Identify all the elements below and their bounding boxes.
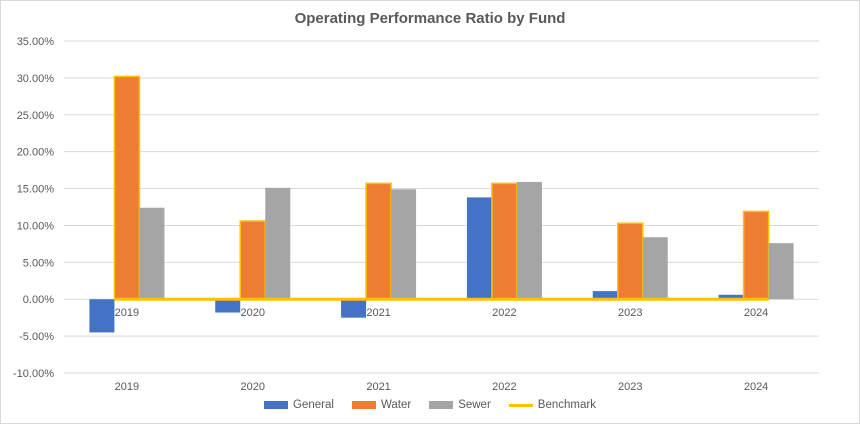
legend-label: Water [380,399,412,411]
y-tick-label: -5.00% [19,331,54,343]
bar-general-2021 [341,299,367,318]
bar-water-2024 [742,210,770,300]
bar-general-2019 [89,299,115,333]
legend-label: Sewer [458,399,491,411]
category-label-inner: 2023 [618,307,642,319]
bar-general-2024 [718,294,744,300]
bar-water-2020 [239,220,266,300]
legend-label: Benchmark [537,399,596,411]
legend-item-benchmark: Benchmark [508,399,596,411]
legend-label: General [293,399,334,411]
category-label-inner: 2021 [366,307,390,319]
y-tick-label: 0.00% [23,294,54,306]
y-tick-label: 30.00% [17,73,55,85]
y-tick-label: 10.00% [17,220,55,232]
legend-swatch [264,401,289,409]
bar-sewer-2024 [768,243,794,300]
legend-item-sewer: Sewer [429,399,491,411]
bar-sewer-2020 [265,187,291,300]
bar-general-2022 [466,197,492,300]
legend-swatch [351,401,376,409]
bar-water-2019 [113,75,141,300]
x-tick-label: 2021 [366,381,390,393]
bar-water-2021 [365,182,392,300]
bar-water-2022 [491,182,518,300]
bar-sewer-2022 [516,181,542,300]
bar-general-2023 [592,291,618,300]
bar-general-2020 [215,299,241,313]
category-label-inner: 2020 [241,307,265,319]
legend-swatch [508,403,533,407]
y-tick-label: -10.00% [13,368,54,380]
bar-sewer-2023 [642,237,668,300]
legend-item-water: Water [351,399,412,411]
category-label-inner: 2024 [744,307,768,319]
y-tick-label: 25.00% [17,110,55,122]
x-tick-label: 2024 [744,381,768,393]
x-tick-label: 2020 [241,381,265,393]
bar-sewer-2021 [391,189,417,300]
y-tick-label: 20.00% [17,147,55,159]
category-label-inner: 2019 [115,307,139,319]
chart-title: Operating Performance Ratio by Fund [294,10,566,27]
legend-item-general: General [264,399,334,411]
legend-swatch [429,401,454,409]
category-label-inner: 2022 [492,307,516,319]
y-tick-label: 15.00% [17,184,55,196]
y-tick-label: 35.00% [17,36,55,48]
y-tick-label: 5.00% [23,257,54,269]
x-tick-label: 2023 [618,381,642,393]
chart-legend: General Water Sewer Benchmark [1,399,859,411]
x-tick-label: 2019 [115,381,139,393]
bar-water-2023 [617,222,644,300]
bar-sewer-2019 [139,207,165,300]
x-tick-label: 2022 [492,381,516,393]
